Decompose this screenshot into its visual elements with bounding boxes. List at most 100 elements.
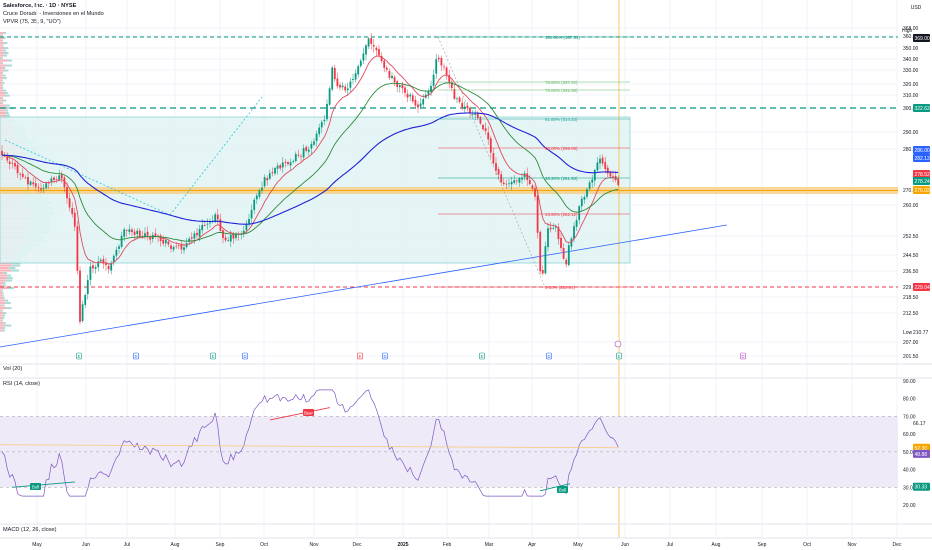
- candle-body: [27, 176, 29, 185]
- price-badge: 322.63: [915, 106, 931, 112]
- rsi-tick-label: 50.00: [903, 450, 916, 456]
- candle-body: [443, 66, 445, 68]
- candle-body: [99, 259, 102, 261]
- candle-body: [508, 183, 510, 185]
- volume-profile-bar: [7, 274, 12, 277]
- candle-body: [245, 223, 248, 231]
- candle-body: [541, 270, 544, 274]
- volume-profile-bar: [0, 69, 5, 72]
- volume-profile-bar: [0, 87, 2, 90]
- event-marker-label: D: [243, 354, 246, 359]
- volume-profile-bar: [0, 44, 3, 47]
- rsi-divergence-line: [269, 407, 331, 421]
- trend-line: [437, 36, 546, 288]
- candle-body: [105, 262, 107, 265]
- volume-profile-bar: [5, 324, 12, 327]
- price-badge-bg: [913, 146, 930, 154]
- candle-body: [71, 207, 74, 214]
- candle-body: [50, 178, 53, 183]
- volume-profile-bar: [0, 59, 8, 62]
- chart-title: Salesforce, Inc. · 1D · NYSE: [3, 3, 77, 9]
- volume-profile-bar: [5, 64, 13, 67]
- fib-level-label: 61.80% (314.23): [545, 117, 578, 122]
- candle-body: [149, 237, 152, 240]
- volume-profile-bar: [1, 87, 4, 90]
- candle-body: [266, 178, 269, 181]
- candle-body: [518, 178, 521, 183]
- candle-body: [349, 81, 352, 88]
- rsi-badge-bg: [913, 449, 930, 458]
- candle-body: [580, 198, 583, 207]
- time-axis: May Jun Jul Aug Sep Oct Nov Dec 2025 Feb Mar Apr May…: [0, 537, 932, 548]
- candle-body: [279, 165, 282, 169]
- candle-body: [466, 105, 469, 109]
- volume-profile-bar: [1, 57, 3, 60]
- candle-body: [115, 249, 118, 256]
- candle-body: [562, 247, 565, 259]
- candle-body: [276, 165, 279, 169]
- candle-body: [609, 172, 612, 177]
- event-marker: [740, 352, 746, 360]
- candle-body: [55, 179, 58, 181]
- candle-body: [440, 57, 443, 66]
- ma-200-line: [2, 112, 619, 225]
- vpvr-label: VPVR (75, 35, 9, "UO"): [3, 19, 61, 25]
- time-tick-label: Aug: [712, 542, 721, 548]
- volume-profile-bar: [0, 314, 3, 317]
- candle-body: [450, 82, 453, 89]
- volume-profile-bar: [0, 82, 3, 85]
- candle-body: [110, 263, 113, 271]
- time-tick-label: Nov: [848, 542, 857, 548]
- candle-body: [604, 162, 607, 169]
- event-marker: [479, 352, 485, 360]
- candle-body: [248, 218, 250, 224]
- candle-body: [456, 98, 458, 100]
- volume-profile-bar: [0, 77, 4, 80]
- candle-body: [505, 183, 508, 185]
- volume-profile-bar: [0, 39, 2, 42]
- price-tick-label: 260.00: [903, 203, 919, 209]
- time-tick-label: Sep: [216, 542, 225, 548]
- candle-body: [510, 181, 513, 185]
- price-tick-label: 201.50: [903, 354, 919, 360]
- volume-profile-bar: [5, 114, 10, 117]
- candle-body: [320, 122, 323, 128]
- fib-level-label: 23.60% (262.12): [545, 212, 578, 217]
- candle-body: [175, 246, 178, 248]
- candle-body: [401, 84, 404, 89]
- candle-body: [157, 235, 159, 237]
- candle-body: [162, 239, 165, 244]
- candle-body: [222, 230, 224, 239]
- price-badge: 286.00: [915, 148, 931, 154]
- candle-body: [284, 161, 287, 163]
- fib-level-label: 100.00% (367.51): [545, 35, 580, 40]
- time-tick-label: Jul: [124, 542, 130, 548]
- volume-profile-bar: [2, 292, 4, 295]
- candle-body: [484, 128, 487, 132]
- candle-body: [32, 182, 35, 185]
- volume-profile-bar: [0, 34, 2, 37]
- price-tick-label: 360.00: [903, 34, 919, 40]
- candle-body: [89, 266, 92, 280]
- volume-profile-bar: [0, 114, 6, 117]
- candle-body: [183, 247, 185, 251]
- candle-body: [385, 67, 388, 70]
- price-badge: 276.03: [915, 188, 931, 194]
- candle-body: [534, 188, 536, 197]
- candle-body: [11, 162, 14, 164]
- price-badge-bg: [913, 104, 930, 112]
- time-tick-label: Apr: [528, 542, 536, 548]
- candle-body: [310, 143, 313, 149]
- candle-body: [84, 294, 87, 305]
- candle-body: [118, 246, 120, 249]
- candle-body: [557, 226, 560, 240]
- fib-level-label: 38.20% (281.93): [545, 176, 578, 181]
- candle-body: [125, 230, 128, 231]
- candle-body: [417, 104, 419, 108]
- event-marker-label: D: [134, 354, 137, 359]
- ma-slow-line: [1, 82, 619, 242]
- price-tick-label: 212.50: [903, 311, 919, 317]
- volume-profile-bar: [0, 49, 4, 52]
- volume-profile-bar: [0, 72, 2, 75]
